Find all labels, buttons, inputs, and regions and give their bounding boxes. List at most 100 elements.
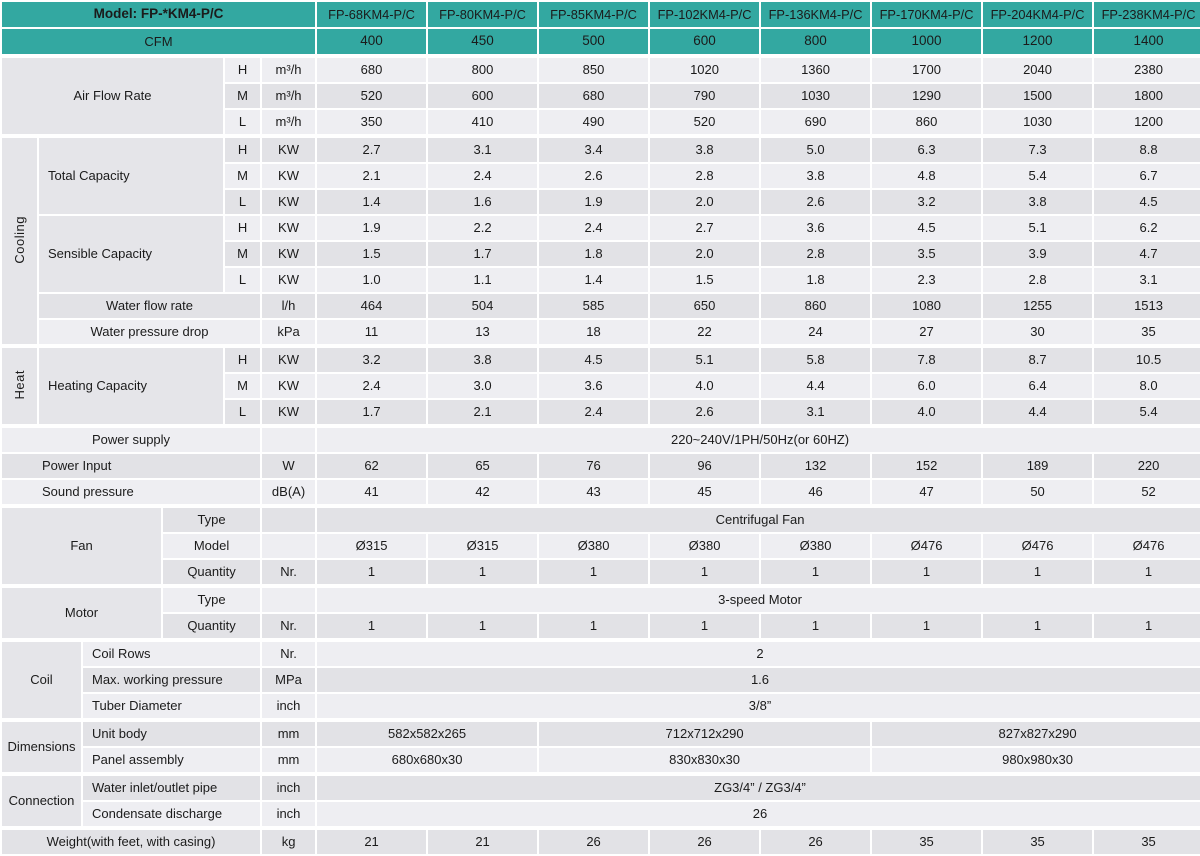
speed-level-cell: H (225, 348, 261, 372)
spec-section-dimensions: Dimensions Unit body mm 582x582x265 712x712x… (0, 720, 1200, 774)
model-column-header: FP-136KM4-P/C (761, 2, 871, 27)
value-cell: 1 (983, 560, 1093, 584)
value-cell: 1500 (983, 84, 1093, 108)
value-cell: 3.8 (983, 190, 1093, 214)
table-row: Sensible Capacity H KW 1.9 2.2 2.4 2.7 3.6 4.5 5.… (2, 216, 1200, 292)
value-cell: 6.2 (1094, 216, 1200, 240)
value-cell: 585 (539, 294, 649, 318)
value-cell: 1 (1094, 560, 1200, 584)
value-cell: 13 (428, 320, 538, 344)
value-cell: 860 (761, 294, 871, 318)
spec-section-weight: Weight(with feet, with casing) kg 21 21 26 26… (0, 828, 1200, 856)
value-cell: 5.0 (761, 138, 871, 162)
value-cell: 50 (983, 480, 1093, 504)
group-label-cell: Total Capacity (39, 138, 224, 214)
unit-cell: l/h (262, 294, 316, 318)
row-label-cell: Weight(with feet, with casing) (2, 830, 261, 854)
value-cell: 3.8 (428, 348, 538, 372)
unit-cell: KW (262, 216, 316, 240)
value-cell: 4.7 (1094, 242, 1200, 266)
value-cell: 1080 (872, 294, 982, 318)
value-cell: 1513 (1094, 294, 1200, 318)
value-cell: 4.4 (761, 374, 871, 398)
row-label-cell: Model (163, 534, 261, 558)
row-label-cell: Panel assembly (83, 748, 261, 772)
unit-cell: Nr. (262, 642, 315, 666)
merged-value-cell: 2 (317, 642, 1200, 666)
value-cell: 1 (650, 560, 760, 584)
merged-value-cell: 3-speed Motor (317, 588, 1200, 612)
unit-cell: kg (262, 830, 316, 854)
spec-section-model-header: Model: FP-*KM4-P/C FP-68KM4-P/C FP-80KM4-P… (0, 0, 1200, 56)
table-row: Weight(with feet, with casing) kg 21 21 26 26… (2, 830, 1200, 854)
row-label-cell: Sound pressure (2, 480, 261, 504)
unit-cell: W (262, 454, 316, 478)
value-cell: 860 (872, 110, 982, 134)
unit-cell: Nr. (262, 614, 316, 638)
spec-section-connection: Connection Water inlet/outlet pipe inch ZG3… (0, 774, 1200, 828)
speed-level-cell: M (225, 242, 261, 266)
value-cell: 65 (428, 454, 538, 478)
table-row: Quantity Nr. 1 1 1 1 1 1 1 1 (2, 614, 1200, 638)
value-cell: 30 (983, 320, 1093, 344)
row-label-cell: Water inlet/outlet pipe (83, 776, 260, 800)
value-cell: 35 (1094, 320, 1200, 344)
group-label-cell: Heating Capacity (39, 348, 224, 424)
value-cell: 5.1 (983, 216, 1093, 240)
table-row: CFM 400 450 500 600 800 1000 1200 1400 (2, 29, 1200, 54)
value-cell: 3.1 (761, 400, 871, 424)
value-cell: 1200 (1094, 110, 1200, 134)
unit-cell: m³/h (262, 84, 316, 108)
value-cell: Ø476 (872, 534, 982, 558)
group-label-cell: Coil (2, 642, 81, 718)
value-cell: 1 (1094, 614, 1200, 638)
value-cell: Ø476 (983, 534, 1093, 558)
value-cell: 690 (761, 110, 871, 134)
value-cell: 3.2 (872, 190, 982, 214)
row-label-cell: Type (163, 588, 261, 612)
table-row: Panel assembly mm 680x680x30 830x830x30 980x… (2, 748, 1200, 772)
merged-value-cell: 26 (317, 802, 1200, 826)
value-cell: 2380 (1094, 58, 1200, 82)
value-cell: 47 (872, 480, 982, 504)
value-cell: 1700 (872, 58, 982, 82)
value-cell: 4.8 (872, 164, 982, 188)
value-cell: 3.6 (761, 216, 871, 240)
value-cell: 680 (317, 58, 427, 82)
unit-cell: mm (262, 722, 316, 746)
value-cell: 52 (1094, 480, 1200, 504)
value-cell: 8.7 (983, 348, 1093, 372)
value-cell: 132 (761, 454, 871, 478)
value-cell: 6.4 (983, 374, 1093, 398)
value-cell: 189 (983, 454, 1093, 478)
value-cell: 26 (650, 830, 760, 854)
value-cell: 1.9 (317, 216, 427, 240)
value-cell: 520 (650, 110, 760, 134)
value-cell: 11 (317, 320, 427, 344)
table-row: Quantity Nr. 1 1 1 1 1 1 1 1 (2, 560, 1200, 584)
table-row: Water pressure drop kPa 11 13 18 22 24 27 30 35 (2, 320, 1200, 344)
speed-level-cell: M (225, 164, 261, 188)
value-cell: 4.5 (539, 348, 649, 372)
value-cell: Ø315 (428, 534, 538, 558)
value-cell: 3.4 (539, 138, 649, 162)
value-cell: 2.7 (317, 138, 427, 162)
value-cell: 76 (539, 454, 649, 478)
row-label-cell: Water pressure drop (39, 320, 261, 344)
value-cell: 3.0 (428, 374, 538, 398)
value-cell: 5.4 (1094, 400, 1200, 424)
value-cell: 10.5 (1094, 348, 1200, 372)
row-label-cell: Quantity (163, 614, 261, 638)
merged-value-cell: 827x827x290 (872, 722, 1200, 746)
unit-cell: KW (262, 374, 316, 398)
unit-cell: kPa (262, 320, 316, 344)
value-cell: 520 (317, 84, 427, 108)
value-cell: 3.1 (1094, 268, 1200, 292)
value-cell: 504 (428, 294, 538, 318)
cfm-value-cell: 400 (317, 29, 427, 54)
speed-level-cell: L (225, 190, 261, 214)
group-label-cell: Dimensions (2, 722, 82, 772)
